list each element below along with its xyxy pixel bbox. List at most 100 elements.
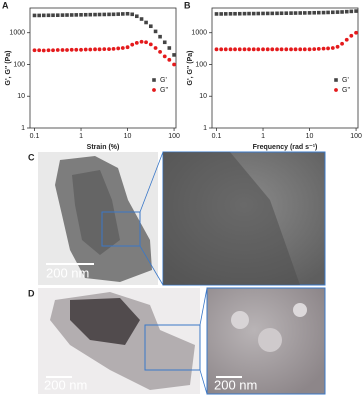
point: [223, 12, 228, 16]
point: [144, 40, 148, 45]
point: [265, 47, 270, 52]
point: [214, 47, 219, 52]
point: [79, 47, 83, 52]
point: [65, 13, 69, 17]
point: [139, 39, 144, 44]
point: [41, 48, 46, 53]
y-tick-label: 1000: [9, 30, 25, 37]
point: [298, 47, 303, 52]
blob: [231, 311, 249, 329]
point: [344, 9, 349, 14]
point: [275, 47, 279, 52]
point: [158, 49, 162, 54]
y-tick-label: 100: [195, 61, 207, 68]
connector: [199, 287, 208, 326]
point: [79, 13, 83, 17]
point: [289, 47, 293, 52]
panel-label: C: [28, 152, 35, 162]
point: [326, 46, 330, 51]
point: [51, 48, 55, 53]
panel-label: A: [2, 0, 9, 10]
legend-marker: [334, 78, 338, 82]
x-tick-label: 100: [168, 133, 180, 140]
point: [32, 13, 37, 18]
point: [256, 11, 261, 16]
point: [93, 47, 97, 52]
point: [172, 53, 176, 57]
point: [130, 12, 135, 17]
point: [233, 11, 237, 16]
point: [247, 11, 251, 16]
point: [316, 10, 321, 15]
legend-marker: [152, 78, 156, 82]
point: [102, 47, 107, 51]
point: [55, 13, 60, 18]
point: [134, 14, 139, 19]
y-tick-label: 100: [13, 61, 25, 68]
point: [37, 13, 41, 18]
point: [120, 46, 125, 50]
point: [330, 10, 335, 15]
particle-core: [72, 170, 120, 255]
point: [153, 46, 158, 50]
point: [251, 11, 256, 16]
point: [270, 11, 275, 16]
point: [307, 47, 312, 52]
point: [97, 47, 102, 52]
point: [223, 47, 228, 52]
panel-label: D: [28, 288, 35, 298]
point: [69, 13, 74, 17]
point: [125, 45, 130, 50]
y-tick-label: 10: [199, 93, 207, 100]
point: [293, 11, 298, 15]
plot-frame: [29, 7, 177, 129]
point: [256, 47, 261, 52]
point: [214, 12, 219, 16]
inset-box: [101, 211, 141, 247]
point: [270, 47, 275, 52]
point: [228, 47, 233, 52]
point: [284, 11, 289, 15]
point: [167, 57, 172, 62]
point: [139, 17, 144, 21]
point: [60, 13, 65, 17]
x-tick-label: 0.1: [212, 133, 222, 140]
x-tick-label: 10: [124, 133, 132, 140]
panel-d: D 200 nm 200 nm: [28, 287, 326, 395]
point: [335, 44, 340, 49]
point: [242, 11, 247, 16]
point: [111, 46, 116, 51]
connector: [199, 369, 208, 395]
point: [354, 9, 358, 13]
scale-bar: [46, 376, 72, 378]
y-tick-label: 1: [203, 125, 207, 132]
legend-label: G'': [160, 87, 168, 94]
connector: [139, 245, 164, 286]
point: [107, 12, 111, 17]
scale-bar-label: 200 nm: [46, 265, 89, 280]
legend-marker: [334, 88, 338, 92]
point: [344, 37, 349, 42]
point: [46, 48, 51, 53]
point: [65, 48, 69, 52]
point: [167, 46, 172, 50]
x-tick-label: 1: [79, 133, 83, 140]
point: [55, 48, 60, 52]
y-axis-label: G', G'' (Pa): [5, 51, 12, 86]
point: [116, 46, 121, 51]
point: [153, 29, 158, 34]
point: [74, 47, 79, 52]
scale-bar-label: 200 nm: [214, 377, 257, 392]
x-tick-label: 10: [306, 133, 314, 140]
point: [251, 47, 256, 52]
point: [130, 42, 135, 47]
point: [261, 11, 265, 16]
point: [116, 12, 121, 16]
point: [321, 46, 326, 51]
x-tick-label: 100: [350, 133, 362, 140]
point: [275, 11, 279, 16]
point: [162, 40, 167, 45]
point: [158, 34, 162, 39]
point: [340, 41, 344, 46]
